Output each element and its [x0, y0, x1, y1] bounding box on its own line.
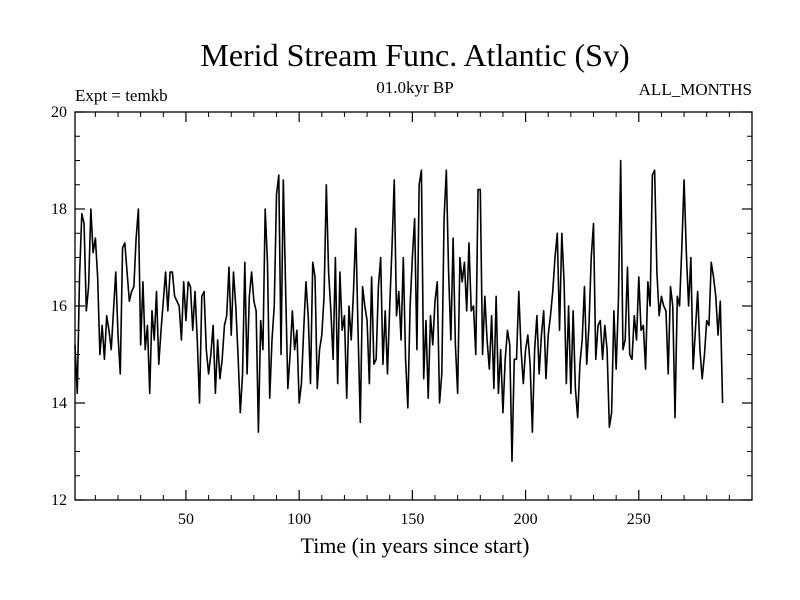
y-tick-label: 20: [51, 104, 67, 121]
x-tick-label: 100: [287, 511, 311, 528]
chart-title: Merid Stream Func. Atlantic (Sv): [200, 37, 629, 73]
x-tick-label: 50: [178, 511, 194, 528]
experiment-label: Expt = temkb: [75, 86, 168, 105]
x-tick-label: 200: [514, 511, 538, 528]
x-tick-label: 250: [627, 511, 651, 528]
months-label: ALL_MONTHS: [639, 80, 752, 99]
series-line: [74, 159, 724, 463]
y-tick-label: 12: [51, 492, 67, 509]
y-tick-label: 16: [51, 298, 67, 315]
x-axis-label: Time (in years since start): [301, 533, 530, 558]
y-tick-label: 18: [51, 201, 67, 218]
plot-frame: [74, 111, 753, 501]
y-tick-label: 14: [51, 395, 67, 412]
axes: 50 100 150 200 250 12 14 16 18 20: [51, 104, 752, 528]
x-tick-label: 150: [400, 511, 424, 528]
period-label: 01.0kyr BP: [376, 78, 453, 97]
